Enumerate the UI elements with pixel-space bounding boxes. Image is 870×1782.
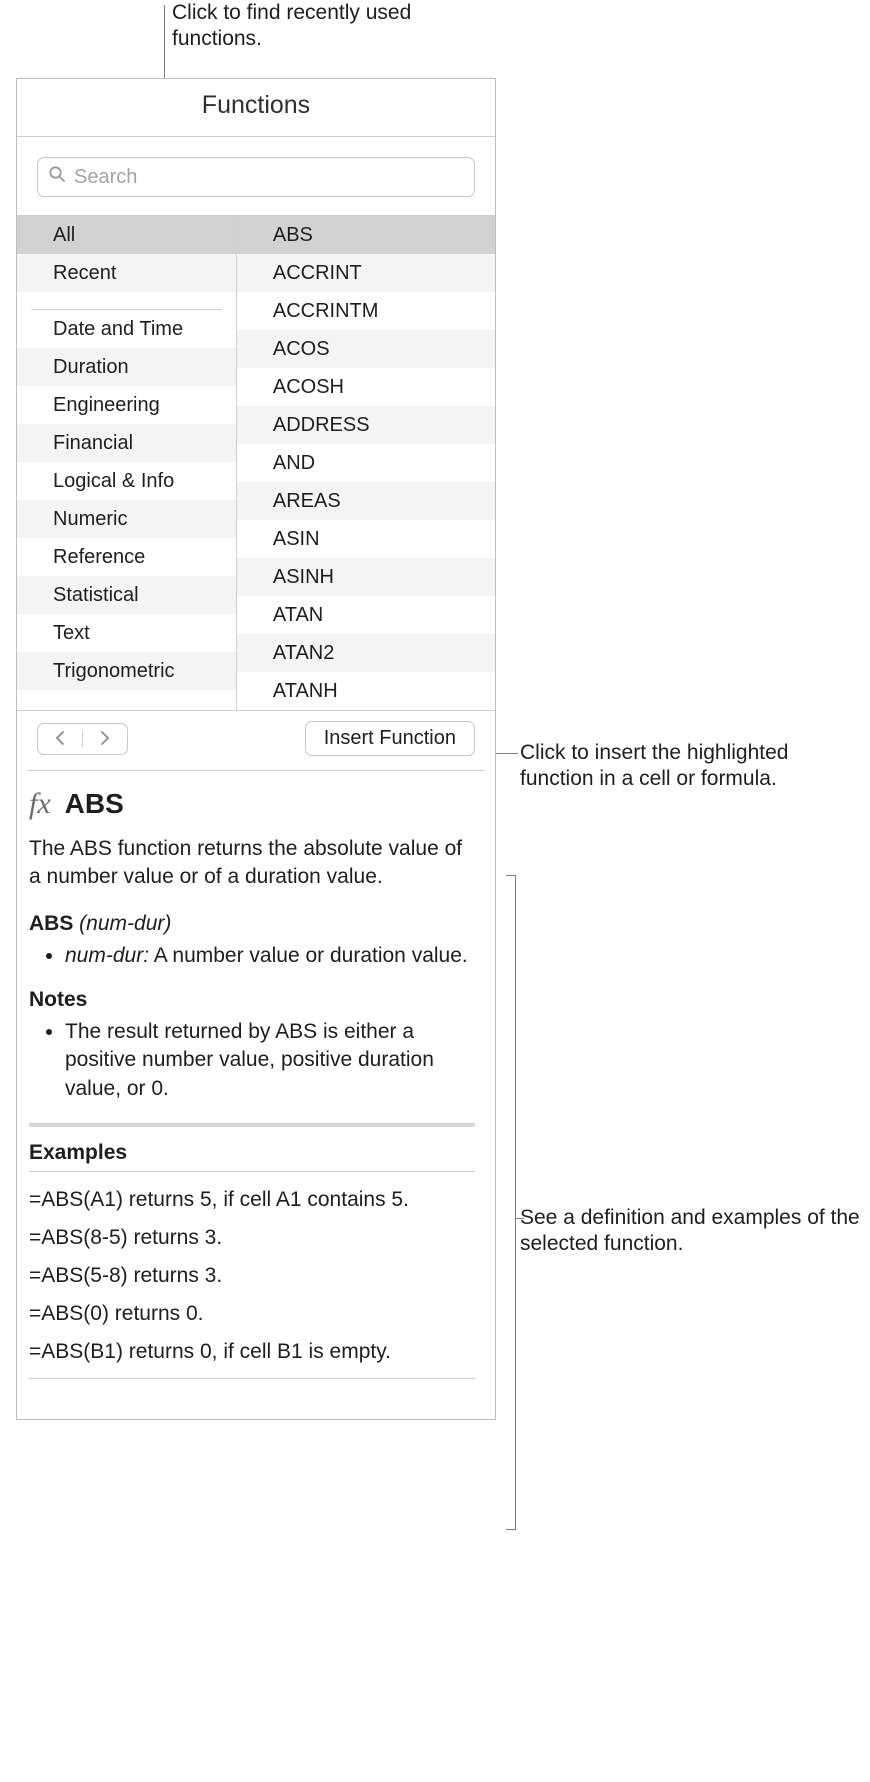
function-item[interactable]: ATAN2 (237, 634, 495, 672)
callout-description: See a definition and examples of the sel… (520, 1205, 860, 1258)
example-item: =ABS(0) returns 0. (29, 1302, 475, 1326)
function-lists: AllRecent Date and TimeDurationEngineerin… (17, 215, 495, 711)
category-item[interactable]: Date and Time (17, 310, 236, 348)
list-controls: Insert Function (17, 711, 495, 770)
function-item[interactable]: ACOS (237, 330, 495, 368)
function-item[interactable]: ABS (237, 216, 495, 254)
search-icon (48, 165, 66, 189)
examples-heading: Examples (29, 1141, 475, 1165)
thick-divider (29, 1123, 475, 1127)
function-description: fx ABS The ABS function returns the abso… (17, 771, 495, 1419)
function-item[interactable]: ACOSH (237, 368, 495, 406)
category-item[interactable]: Logical & Info (17, 462, 236, 500)
category-item[interactable]: Duration (17, 348, 236, 386)
thin-divider-bottom (29, 1378, 475, 1379)
chevron-left-icon (54, 727, 66, 751)
function-item[interactable]: ASINH (237, 558, 495, 596)
search-field[interactable] (37, 157, 475, 197)
sig-name: ABS (29, 912, 73, 935)
param-desc: A number value or duration value. (149, 944, 468, 967)
callout-desc-bracket (506, 875, 516, 1530)
param-name: num-dur: (65, 944, 149, 967)
category-divider (17, 292, 236, 310)
history-nav (37, 723, 128, 755)
panel-title: Functions (17, 79, 495, 137)
function-item[interactable]: ASIN (237, 520, 495, 558)
chevron-right-icon (99, 727, 111, 751)
category-item[interactable]: Engineering (17, 386, 236, 424)
sig-params: (num-dur) (73, 912, 171, 935)
example-item: =ABS(A1) returns 5, if cell A1 contains … (29, 1188, 475, 1212)
example-item: =ABS(8-5) returns 3. (29, 1226, 475, 1250)
category-item[interactable]: Text (17, 614, 236, 652)
function-item[interactable]: AND (237, 444, 495, 482)
category-item[interactable]: Recent (17, 254, 236, 292)
function-summary: The ABS function returns the absolute va… (29, 835, 475, 892)
insert-function-button[interactable]: Insert Function (305, 721, 475, 756)
category-item[interactable]: Statistical (17, 576, 236, 614)
function-item[interactable]: ACCRINT (237, 254, 495, 292)
function-signature: ABS (num-dur) (29, 912, 475, 936)
examples-list: =ABS(A1) returns 5, if cell A1 contains … (29, 1188, 475, 1364)
function-item[interactable]: ATANH (237, 672, 495, 710)
note-item: The result returned by ABS is either a p… (65, 1018, 475, 1103)
thin-divider-top (29, 1171, 475, 1172)
category-item[interactable]: Numeric (17, 500, 236, 538)
search-input[interactable] (72, 165, 464, 190)
category-item[interactable]: Financial (17, 424, 236, 462)
callout-insert: Click to insert the highlighted function… (520, 740, 860, 793)
function-item[interactable]: ACCRINTM (237, 292, 495, 330)
function-item[interactable]: AREAS (237, 482, 495, 520)
example-item: =ABS(5-8) returns 3. (29, 1264, 475, 1288)
function-name: ABS (65, 788, 124, 820)
category-item[interactable]: All (17, 216, 236, 254)
category-item[interactable]: Reference (17, 538, 236, 576)
category-list: AllRecent Date and TimeDurationEngineerin… (17, 216, 237, 710)
category-item[interactable]: Trigonometric (17, 652, 236, 690)
fx-icon: fx (29, 787, 51, 821)
functions-panel: Functions AllRecent Date and TimeDuration… (16, 78, 496, 1420)
history-back-button[interactable] (38, 724, 82, 754)
callout-recent: Click to find recently used functions. (172, 0, 492, 53)
function-item[interactable]: ADDRESS (237, 406, 495, 444)
function-list: ABSACCRINTACCRINTMACOSACOSHADDRESSANDARE… (237, 216, 495, 710)
example-item: =ABS(B1) returns 0, if cell B1 is empty. (29, 1340, 475, 1364)
history-forward-button[interactable] (83, 724, 127, 754)
param-item: num-dur: A number value or duration valu… (65, 942, 475, 970)
notes-heading: Notes (29, 988, 475, 1012)
function-item[interactable]: ATAN (237, 596, 495, 634)
